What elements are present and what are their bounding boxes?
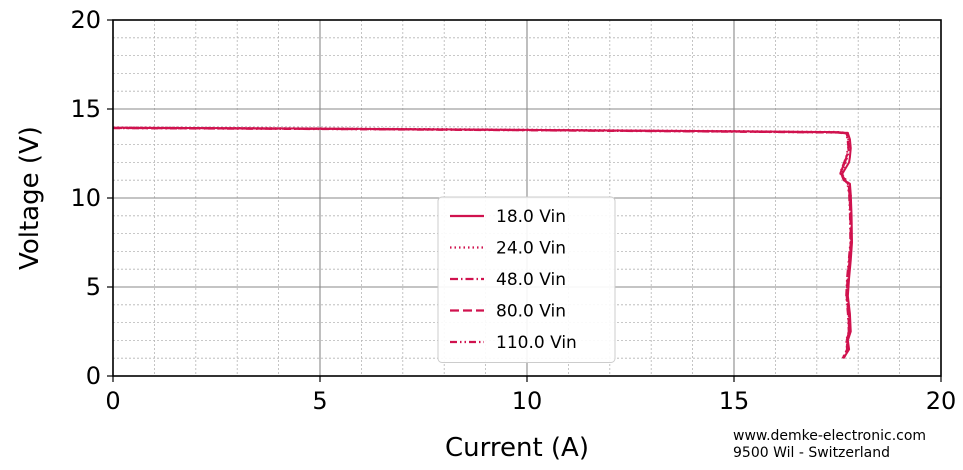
legend-label: 80.0 Vin	[496, 302, 566, 322]
footer-website: www.demke-electronic.com	[733, 428, 926, 444]
footer-location: 9500 Wil - Switzerland	[733, 445, 890, 461]
y-tick-label: 20	[70, 6, 101, 34]
legend-label: 48.0 Vin	[496, 270, 566, 290]
x-tick-label: 0	[105, 387, 120, 415]
y-axis-label: Voltage (V)	[15, 126, 45, 270]
y-tick-label: 5	[86, 273, 101, 301]
series-layer	[112, 126, 853, 359]
y-tick-label: 15	[70, 95, 101, 123]
legend-label: 110.0 Vin	[496, 333, 577, 353]
x-tick-label: 10	[512, 387, 543, 415]
legend: 18.0 Vin 24.0 Vin 48.0 Vin 80.0 Vin 110.0 Vi…	[437, 196, 616, 363]
legend-box	[437, 196, 616, 363]
grid	[112, 19, 942, 377]
ticks-layer: 0 5 10 15 20 0 5 10 15 20	[70, 6, 956, 415]
x-tick-label: 20	[926, 387, 957, 415]
legend-label: 18.0 Vin	[496, 207, 566, 227]
y-tick-label: 0	[86, 362, 101, 390]
legend-label: 24.0 Vin	[496, 239, 566, 259]
series-line-5	[112, 127, 852, 359]
x-axis-label: Current (A)	[445, 433, 589, 463]
x-tick-label: 15	[719, 387, 750, 415]
x-tick-label: 5	[312, 387, 327, 415]
y-tick-label: 10	[70, 184, 101, 212]
